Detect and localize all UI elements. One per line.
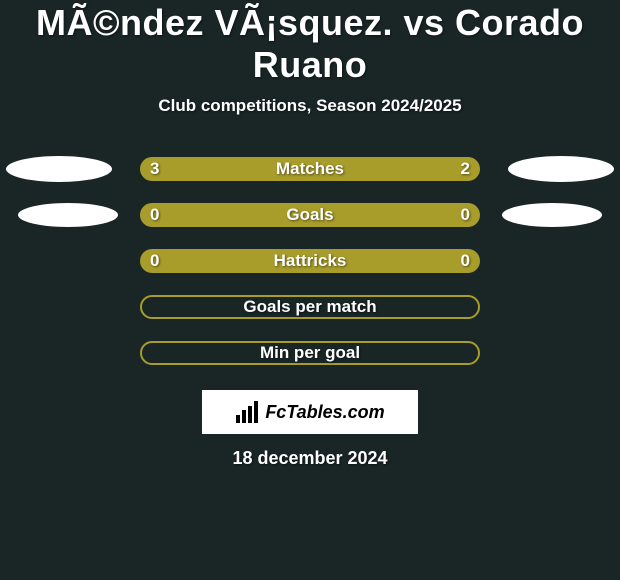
comparison-row: Hattricks 0 0 bbox=[0, 238, 620, 284]
right-radar-ellipse bbox=[508, 156, 614, 182]
stat-bar: Min per goal bbox=[140, 341, 480, 365]
date-text: 18 december 2024 bbox=[0, 448, 620, 469]
stat-value-left: 0 bbox=[150, 251, 159, 271]
stat-value-right: 0 bbox=[461, 251, 470, 271]
stat-value-right: 2 bbox=[461, 159, 470, 179]
stat-value-left: 3 bbox=[150, 159, 159, 179]
logo-bars-icon bbox=[235, 401, 261, 423]
stat-bar: Goals 0 0 bbox=[140, 203, 480, 227]
comparison-rows: Matches 3 2 Goals 0 0 Hattricks 0 0 Goals per mat… bbox=[0, 146, 620, 376]
logo-box: FcTables.com bbox=[202, 390, 418, 434]
stat-value-left: 0 bbox=[150, 205, 159, 225]
comparison-row: Min per goal bbox=[0, 330, 620, 376]
subtitle: Club competitions, Season 2024/2025 bbox=[0, 96, 620, 116]
stat-label: Matches bbox=[276, 159, 344, 179]
right-radar-ellipse bbox=[502, 203, 602, 227]
stat-label: Goals per match bbox=[243, 297, 376, 317]
stat-bar: Hattricks 0 0 bbox=[140, 249, 480, 273]
stat-label: Goals bbox=[286, 205, 333, 225]
comparison-row: Goals per match bbox=[0, 284, 620, 330]
stat-bar: Goals per match bbox=[140, 295, 480, 319]
comparison-row: Goals 0 0 bbox=[0, 192, 620, 238]
page-title: MÃ©ndez VÃ¡squez. vs Corado Ruano bbox=[0, 2, 620, 86]
stat-label: Min per goal bbox=[260, 343, 360, 363]
logo-text: FcTables.com bbox=[265, 402, 384, 423]
content: MÃ©ndez VÃ¡squez. vs Corado Ruano Club c… bbox=[0, 0, 620, 469]
left-radar-ellipse bbox=[6, 156, 112, 182]
stat-label: Hattricks bbox=[274, 251, 347, 271]
stat-value-right: 0 bbox=[461, 205, 470, 225]
comparison-row: Matches 3 2 bbox=[0, 146, 620, 192]
left-radar-ellipse bbox=[18, 203, 118, 227]
stat-bar: Matches 3 2 bbox=[140, 157, 480, 181]
